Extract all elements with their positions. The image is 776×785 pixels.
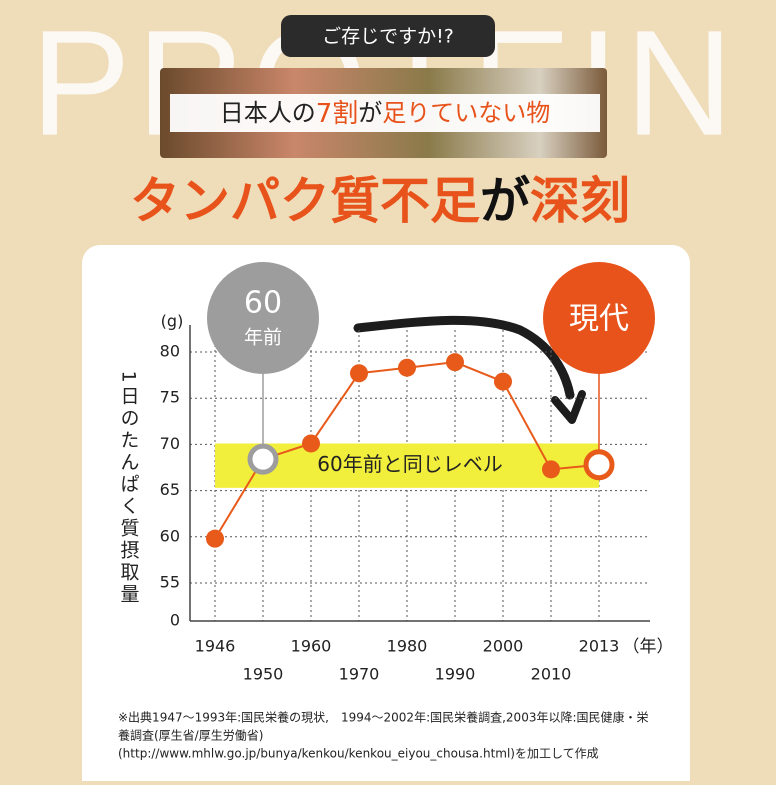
y-tick-label: 60 [160,526,180,545]
data-point [206,529,224,548]
callout-text: 60 [244,286,282,321]
subtitle-part: 日本人の [220,99,316,127]
data-point [583,449,615,481]
title-part: 深刻 [530,172,630,230]
title: タンパク質不足が深刻 [130,172,630,230]
x-tick-label: 1950 [243,665,284,684]
y-unit: (g) [161,312,184,331]
data-point [302,434,320,453]
subtitle-part: 7割 [316,99,359,129]
footnote-line: (http://www.mhlw.go.jp/bunya/kenkou/kenk… [118,747,599,761]
callout-bubble [543,262,655,374]
badge-text: ご存じですか!? [322,26,454,48]
x-tick-label: 2010 [531,665,572,684]
subtitle-part: 足りていない物 [382,99,550,127]
band-label: 60年前と同じレベル [317,452,502,476]
x-tick-label: 1946 [195,637,236,656]
y-tick-label: 55 [160,573,180,592]
reference-band [215,443,599,488]
callout-text: 年前 [244,327,282,349]
data-point [494,372,512,391]
data-point [542,460,560,479]
trend-arrow-head [551,390,586,424]
badge [281,15,495,57]
title-part: タンパク質不足 [130,172,480,230]
x-tick-label: 1960 [291,637,332,656]
trend-arrow [353,315,575,400]
subtitle: 日本人の7割が足りていない物 [220,99,551,129]
x-tick-label: 2013 [579,637,620,656]
footnote: ※出典1947〜1993年:国民栄養の現状, 1994〜2002年:国民栄養調査… [118,710,649,761]
x-tick-label: 2000 [483,637,524,656]
data-point [350,364,368,383]
data-point [398,358,416,377]
x-tick-label: 1990 [435,665,476,684]
y-tick-label: 65 [160,480,180,499]
x-unit: （年） [623,637,674,657]
title-part: が [480,172,530,230]
footnote-line: 養調査(厚生省/厚生労働省) [118,728,263,743]
y-tick-label: 70 [160,434,180,453]
callout-text: 現代 [569,302,629,337]
y-tick-label: 0 [170,611,180,630]
footnote-line: ※出典1947〜1993年:国民栄養の現状, 1994〜2002年:国民栄養調査… [118,710,649,725]
chart-card [82,245,690,785]
data-point [446,353,464,372]
y-label: 1日のたんぱく質摂取量 [118,370,140,605]
x-tick-label: 1980 [387,637,428,656]
data-point [247,443,279,475]
y-tick-label: 75 [160,388,180,407]
subtitle-box [170,94,600,132]
subtitle-part: が [358,99,382,127]
callout-bubble [207,262,319,374]
x-tick-label: 1970 [339,665,380,684]
y-tick-label: 80 [160,342,180,361]
